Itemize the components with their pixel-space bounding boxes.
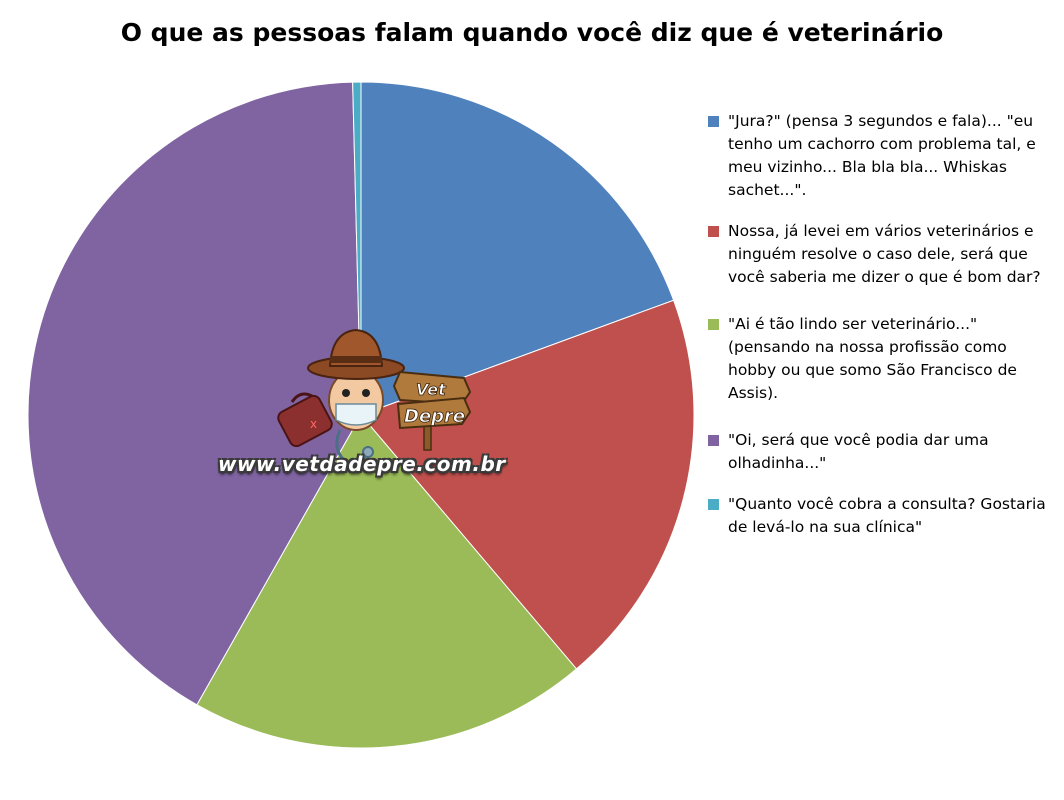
watermark-url: www.vetdadepre.com.br xyxy=(218,452,506,476)
legend-label: "Oi, será que você podia dar uma olhadin… xyxy=(728,431,989,472)
legend-swatch xyxy=(708,226,719,237)
legend-label: Nossa, já levei em vários veterinários e… xyxy=(728,222,1041,286)
legend-item-1: "Jura?" (pensa 3 segundos e fala)... "eu… xyxy=(708,110,1058,202)
legend-item-2: Nossa, já levei em vários veterinários e… xyxy=(708,220,1058,289)
vet-da-depre-sign-icon: Vet Depre xyxy=(392,370,472,451)
vet-mascot-icon xyxy=(307,328,405,465)
legend-item-4: "Oi, será que você podia dar uma olhadin… xyxy=(708,429,1058,475)
legend-label: "Jura?" (pensa 3 segundos e fala)... "eu… xyxy=(728,112,1036,199)
legend-swatch xyxy=(708,116,719,127)
pie-slice-3 xyxy=(196,414,578,749)
legend-swatch xyxy=(708,435,719,446)
pie-slice-4 xyxy=(27,81,362,706)
legend-label: "Quanto você cobra a consulta? Gostaria … xyxy=(728,495,1046,536)
legend-item-5: "Quanto você cobra a consulta? Gostaria … xyxy=(708,493,1058,539)
svg-text:x: x xyxy=(310,417,317,431)
legend-label: "Ai é tão lindo ser veterinário..." (pen… xyxy=(728,315,1017,402)
medical-bag-icon: x xyxy=(277,392,333,448)
svg-text:Depre: Depre xyxy=(404,406,465,427)
legend-swatch xyxy=(708,499,719,510)
pie-slice-1 xyxy=(360,81,675,416)
chart-legend: "Jura?" (pensa 3 segundos e fala)... "eu… xyxy=(708,110,1058,539)
chart-title: O que as pessoas falam quando você diz q… xyxy=(120,18,944,47)
legend-item-3: "Ai é tão lindo ser veterinário..." (pen… xyxy=(708,313,1058,405)
mascot-logo: x Vet Depre xyxy=(277,328,472,465)
svg-text:Vet: Vet xyxy=(416,380,447,399)
legend-swatch xyxy=(708,319,719,330)
